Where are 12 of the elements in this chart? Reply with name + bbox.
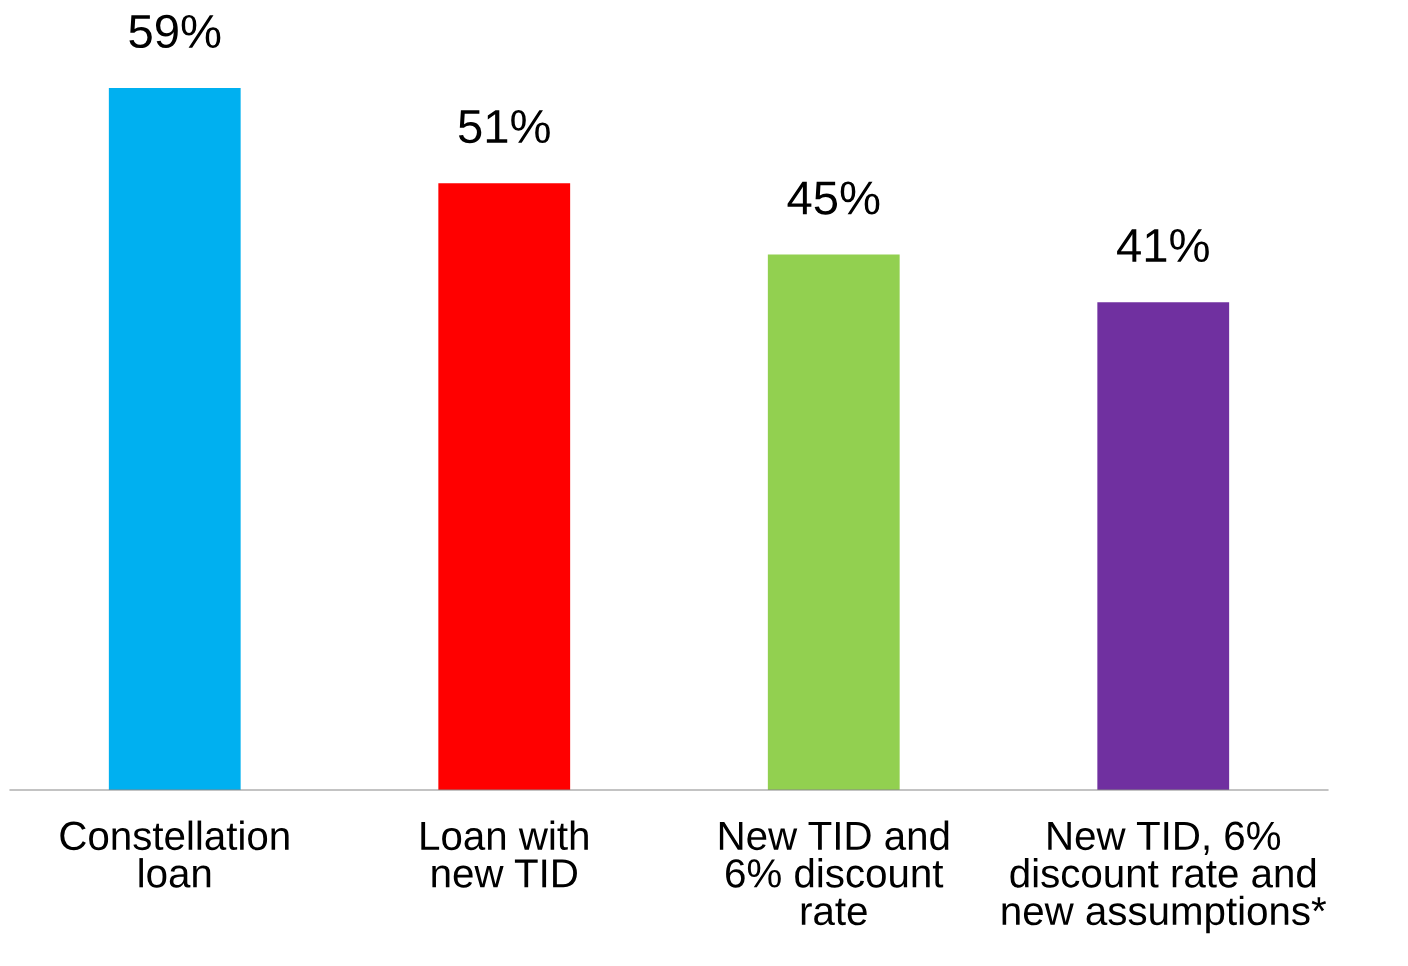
x-tick-label: Constellation loan (60, 820, 289, 888)
data-label: 59% (129, 14, 221, 49)
bar (438, 183, 571, 790)
x-tick-label: Loan with new TID (421, 820, 588, 888)
data-label: 51% (458, 110, 550, 144)
bar (1097, 302, 1230, 790)
bar (767, 254, 900, 790)
x-tick-label: New TID and 6% discount rate (719, 820, 949, 926)
x-tick-label: New TID, 6% discount rate and new assumptions* (1002, 821, 1327, 934)
data-label: 41% (1117, 229, 1209, 263)
data-label: 45% (787, 181, 880, 215)
bar (108, 88, 241, 790)
